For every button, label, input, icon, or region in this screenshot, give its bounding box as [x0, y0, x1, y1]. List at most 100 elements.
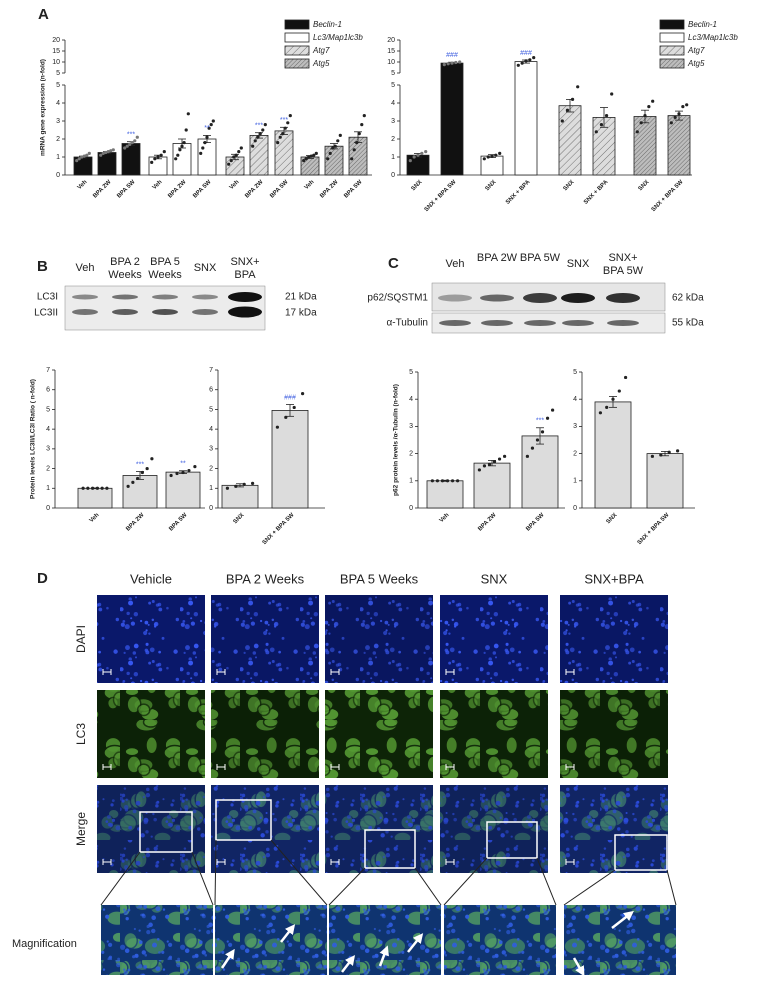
scale-bar: [102, 859, 112, 865]
arrow: [611, 910, 634, 929]
y-tick-label: 1: [391, 154, 395, 161]
micrograph-shade: [440, 595, 548, 683]
data-point: [159, 153, 163, 157]
blot-band: [72, 309, 98, 315]
legend-label: Lc3/Map1lc3b: [313, 33, 363, 42]
panel-label: B: [37, 258, 48, 275]
data-point: [187, 468, 191, 473]
data-point: [486, 155, 490, 159]
y-tick-label: 20: [387, 37, 395, 44]
data-point: [227, 162, 231, 166]
blot-size-label: 55 kDa: [672, 318, 704, 329]
significance-label: **: [204, 125, 210, 132]
legend-swatch: [284, 45, 310, 56]
y-tick-label: 1: [56, 154, 60, 161]
micrograph: [97, 785, 205, 873]
x-tick-label: BPA 2W: [92, 179, 113, 200]
data-point: [477, 468, 481, 472]
data-point: [528, 58, 532, 62]
data-point: [75, 159, 79, 163]
row-label: Magnification: [12, 938, 77, 950]
legend-swatch: [284, 58, 310, 69]
data-point: [307, 155, 311, 159]
zoom-line: [328, 867, 366, 906]
data-point: [309, 154, 313, 158]
data-point: [135, 135, 139, 139]
data-point: [156, 155, 160, 159]
data-point: [145, 466, 149, 471]
data-point: [162, 150, 166, 154]
data-point: [331, 146, 335, 150]
data-point: [312, 153, 316, 157]
zoom-line: [214, 839, 217, 906]
data-point: [420, 151, 424, 155]
data-point: [180, 144, 184, 148]
y-tick-label: 4: [56, 100, 60, 107]
micrograph-shade: [560, 690, 668, 778]
bar: [197, 138, 217, 176]
data-point: [133, 139, 137, 143]
x-tick-label: SNX: [411, 179, 424, 192]
data-point: [153, 157, 157, 161]
y-tick-label: 6: [46, 387, 50, 394]
data-point: [140, 470, 144, 475]
data-point: [594, 130, 598, 134]
data-point: [482, 464, 487, 468]
x-tick-label: BPA 2W: [167, 179, 188, 200]
data-point: [333, 144, 337, 148]
y-tick-label: 5: [391, 82, 395, 89]
y-tick-label: 2: [409, 450, 413, 457]
data-point: [150, 457, 154, 461]
significance-label: ***: [280, 117, 288, 124]
data-point: [136, 476, 140, 481]
legend-swatch: [659, 32, 685, 43]
row-label: LC3: [74, 723, 88, 745]
data-point: [258, 132, 262, 136]
data-point: [302, 159, 306, 163]
data-point: [540, 430, 545, 434]
data-point: [242, 482, 246, 486]
x-tick-label: BPA 5W: [343, 179, 364, 200]
data-point: [450, 479, 455, 483]
arrow: [280, 924, 296, 943]
significance-label: ###: [520, 50, 532, 57]
data-point: [276, 141, 280, 145]
data-point: [256, 135, 260, 139]
y-tick-label: 5: [209, 406, 213, 413]
micrograph: [97, 690, 205, 778]
data-point: [130, 141, 134, 145]
data-point: [456, 479, 460, 483]
x-tick-label: Veh: [304, 179, 316, 191]
y-tick-label: 10: [387, 59, 395, 66]
x-tick-label: SNX: [606, 512, 619, 525]
data-point: [91, 486, 95, 490]
y-tick-label: 15: [52, 48, 60, 55]
zoom-line: [191, 851, 214, 906]
y-tick-label: 2: [56, 136, 60, 143]
y-tick-label: 5: [56, 82, 60, 89]
data-point: [105, 486, 109, 490]
legend-label: Beclin-1: [313, 20, 342, 29]
micrograph: [560, 785, 668, 873]
blot-band: [561, 293, 595, 303]
data-point: [253, 139, 257, 143]
data-point: [286, 121, 290, 125]
data-point: [357, 132, 361, 136]
column-header: BPA 2 Weeks: [226, 571, 305, 586]
legend-label: Beclin-1: [688, 20, 717, 29]
blot-lane-label: Veh: [75, 262, 95, 274]
y-tick-label: 10: [52, 59, 60, 66]
bar: [594, 401, 632, 509]
data-point: [328, 151, 332, 155]
micrograph-shade: [325, 690, 433, 778]
x-tick-label: SNX: [638, 179, 651, 192]
magnified-micrograph: [101, 905, 213, 975]
scale-bar: [216, 669, 226, 675]
x-tick-label: BPA 5W: [116, 179, 137, 200]
y-tick-label: 2: [391, 136, 395, 143]
micrograph: [440, 595, 548, 683]
y-tick-label: 5: [46, 406, 50, 413]
column-header: SNX+BPA: [584, 571, 644, 586]
data-point: [617, 389, 621, 393]
